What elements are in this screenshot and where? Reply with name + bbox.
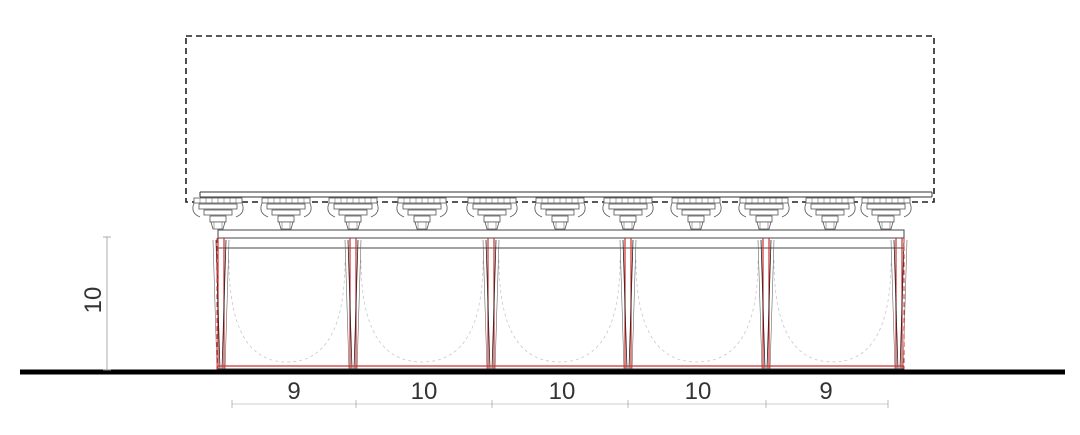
bay-label-4: 10 [685, 378, 712, 405]
bracket-set [466, 197, 518, 230]
column [890, 238, 908, 371]
lintel-beam [217, 229, 905, 249]
height-dimension: 10 [80, 236, 111, 371]
column [344, 238, 362, 371]
bay-label-1: 9 [287, 378, 300, 405]
bracket-set [192, 197, 244, 230]
bracket-set [860, 197, 912, 230]
bracket-set [670, 197, 722, 230]
column [482, 238, 500, 371]
column [619, 238, 637, 371]
plinth [218, 365, 904, 370]
bracket-set [396, 197, 448, 230]
eave-beam [199, 191, 933, 198]
bay-dimension-chain: 9 10 10 10 9 [231, 378, 889, 408]
bracket-set [327, 197, 379, 230]
column [757, 238, 775, 371]
bay-arc [360, 259, 484, 363]
columns [212, 238, 908, 371]
bay-label-2: 10 [411, 378, 438, 405]
bay-label-5: 9 [819, 378, 832, 405]
bay-arc [773, 259, 892, 363]
height-label: 10 [80, 287, 107, 314]
column [212, 238, 230, 371]
bay-label-3: 10 [549, 378, 576, 405]
bracket-set [602, 197, 654, 230]
bracket-sets [192, 197, 912, 230]
bay-arc [498, 259, 621, 363]
bay-arc [635, 259, 759, 363]
bracket-set [804, 197, 856, 230]
roof-outline [185, 35, 935, 203]
bracket-set [534, 197, 586, 230]
bracket-set [260, 197, 312, 230]
bracket-set [738, 197, 790, 230]
bay-arc [228, 259, 346, 363]
